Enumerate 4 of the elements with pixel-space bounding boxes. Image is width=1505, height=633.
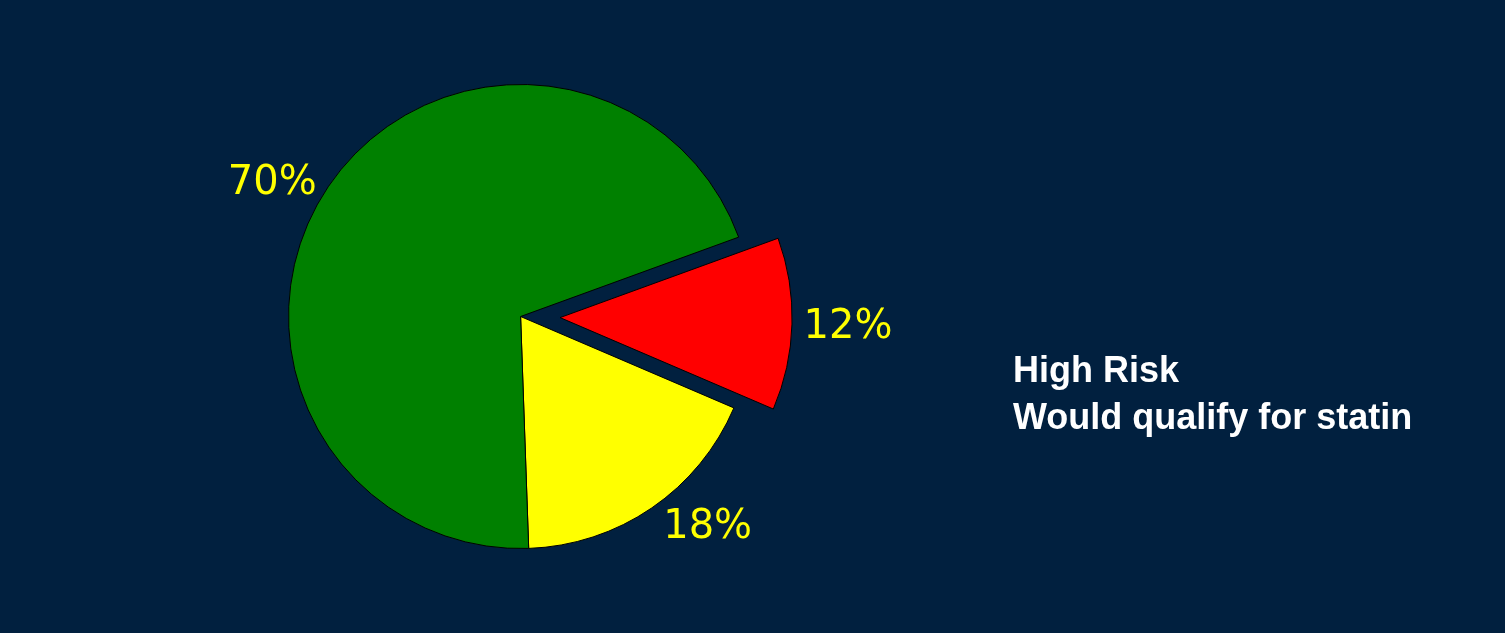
text: High Risk Would qualify for statin (1013, 349, 1413, 437)
data-label: 12% (803, 301, 893, 348)
data-label: 18% (663, 500, 753, 547)
data-label: 70% (227, 156, 317, 203)
